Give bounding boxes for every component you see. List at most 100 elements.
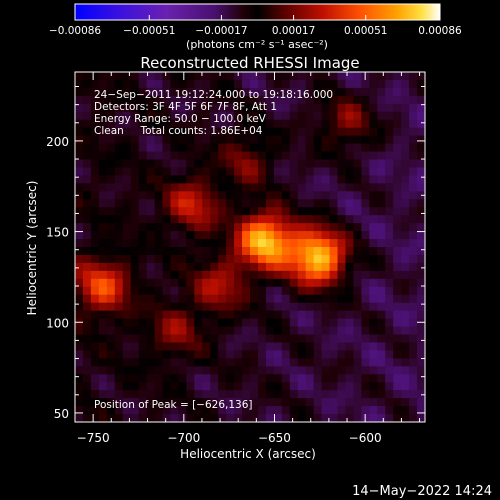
heatmap-cell — [289, 95, 299, 105]
heatmap-cell — [170, 183, 179, 192]
heatmap-cell — [226, 278, 235, 288]
heatmap-cell — [75, 191, 84, 200]
heatmap-cell — [170, 262, 179, 272]
heatmap-cell — [369, 358, 378, 367]
heatmap-cell — [234, 167, 243, 176]
heatmap-cell — [329, 294, 339, 304]
heatmap-cell — [98, 159, 108, 169]
heatmap-cell — [297, 390, 307, 399]
heatmap-cell — [353, 342, 362, 351]
heatmap-cell — [401, 239, 410, 248]
heatmap-cell — [170, 358, 179, 367]
heatmap-cell — [361, 95, 370, 105]
heatmap-cell — [393, 342, 402, 351]
heatmap-cell — [170, 223, 179, 232]
heatmap-cell — [154, 79, 164, 89]
heatmap-cell — [242, 286, 251, 296]
heatmap-cell — [313, 175, 323, 184]
heatmap-cell — [170, 135, 179, 145]
heatmap-cell — [321, 382, 331, 391]
heatmap-cell — [401, 270, 410, 280]
heatmap-cell — [122, 350, 132, 359]
heatmap-cell — [393, 310, 402, 320]
heatmap-cell — [345, 223, 354, 232]
heatmap-cell — [122, 95, 132, 105]
heatmap-cell — [202, 199, 211, 208]
heatmap-cell — [186, 199, 195, 208]
heatmap-cell — [409, 398, 418, 407]
x-tick-label: −650 — [258, 431, 291, 445]
heatmap-cell — [234, 406, 243, 415]
heatmap-cell — [265, 111, 275, 121]
heatmap-cell — [265, 127, 275, 137]
heatmap-cell — [265, 414, 275, 422]
heatmap-cell — [337, 334, 347, 344]
heatmap-cell — [114, 406, 124, 415]
heatmap-cell — [202, 119, 211, 129]
heatmap-cell — [361, 406, 370, 415]
heatmap-cell — [289, 231, 299, 240]
heatmap-cell — [82, 366, 92, 375]
heatmap-cell — [234, 183, 243, 192]
heatmap-cell — [305, 262, 315, 272]
heatmap-cell — [106, 254, 116, 264]
heatmap-cell — [98, 127, 108, 137]
heatmap-cell — [257, 72, 267, 81]
heatmap-cell — [289, 79, 299, 89]
heatmap-cell — [114, 223, 124, 232]
heatmap-cell — [281, 223, 291, 232]
heatmap-cell — [369, 223, 378, 232]
heatmap-cell — [202, 175, 211, 184]
heatmap-cell — [122, 374, 132, 383]
heatmap-cell — [337, 191, 347, 200]
heatmap-cell — [321, 199, 331, 208]
heatmap-cell — [369, 334, 378, 344]
heatmap-cell — [265, 262, 275, 272]
heatmap-cell — [75, 223, 84, 232]
heatmap-cell — [329, 79, 339, 89]
heatmap-cell — [329, 286, 339, 296]
heatmap-cell — [401, 167, 410, 176]
heatmap-cell — [226, 95, 235, 105]
heatmap-cell — [250, 119, 259, 129]
heatmap-cell — [194, 167, 203, 176]
heatmap-cell — [369, 167, 378, 176]
heatmap-cell — [98, 358, 108, 367]
heatmap-cell — [353, 119, 362, 129]
heatmap-cell — [162, 302, 172, 312]
heatmap-cell — [170, 191, 179, 200]
heatmap-cell — [226, 127, 235, 137]
heatmap-cell — [409, 191, 418, 200]
heatmap-cell — [114, 103, 124, 113]
heatmap-cell — [114, 342, 124, 351]
heatmap-cell — [90, 270, 100, 280]
heatmap-cell — [377, 199, 386, 208]
heatmap-cell — [257, 191, 267, 200]
heatmap-cell — [361, 111, 370, 121]
heatmap-cell — [337, 302, 347, 312]
heatmap-cell — [385, 398, 394, 407]
heatmap-cell — [369, 87, 378, 97]
heatmap-cell — [337, 398, 347, 407]
heatmap-cell — [257, 302, 267, 312]
heatmap-cell — [337, 414, 347, 422]
x-tick-label: −600 — [349, 431, 382, 445]
heatmap-cell — [409, 294, 418, 304]
heatmap-cell — [305, 286, 315, 296]
heatmap-cell — [313, 262, 323, 272]
heatmap-cell — [218, 406, 227, 415]
heatmap-cell — [313, 239, 323, 248]
heatmap-cell — [170, 87, 179, 97]
heatmap-cell — [250, 111, 259, 121]
heatmap-cell — [361, 239, 370, 248]
heatmap-cell — [122, 326, 132, 336]
heatmap-cell — [162, 390, 172, 399]
heatmap-cell — [130, 366, 140, 375]
heatmap-cell — [265, 247, 275, 256]
heatmap-cell — [273, 72, 283, 81]
heatmap-cell — [361, 382, 370, 391]
heatmap-cell — [114, 390, 124, 399]
heatmap-cell — [401, 207, 410, 216]
heatmap-cell — [353, 334, 362, 344]
heatmap-cell — [218, 366, 227, 375]
